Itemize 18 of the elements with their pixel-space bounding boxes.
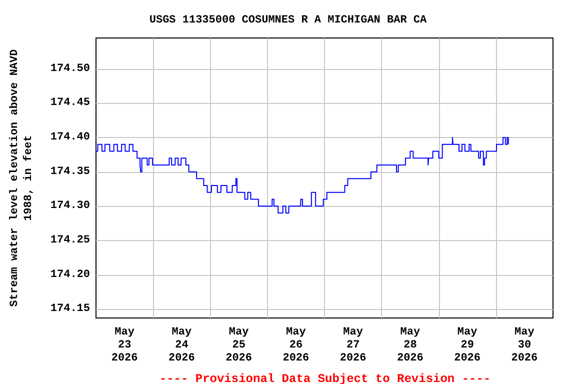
- y-tick-label: 174.50: [50, 62, 90, 75]
- x-tick-label: May 25 2026: [226, 326, 252, 364]
- y-tick-label: 174.15: [50, 303, 90, 316]
- chart-title: USGS 11335000 COSUMNES R A MICHIGAN BAR CA: [149, 14, 428, 26]
- x-tick-label: May 30 2026: [511, 326, 538, 364]
- x-tick-label: May 28 2026: [396, 326, 424, 364]
- y-tick-label: 174.20: [50, 268, 90, 281]
- x-tick-label: May 26 2026: [282, 326, 310, 364]
- y-tick-label: 174.25: [50, 234, 90, 246]
- y-tick-label: 174.45: [50, 97, 90, 110]
- y-tick-label: 174.30: [50, 200, 90, 212]
- x-tick-label: May 24 2026: [168, 326, 195, 364]
- x-tick-label: May 23 2026: [111, 326, 138, 364]
- x-tick-label: May 27 2026: [340, 326, 366, 364]
- y-tick-label: 174.35: [50, 166, 90, 178]
- x-tick-label: May 29 2026: [454, 326, 481, 364]
- y-tick-label: 174.40: [50, 132, 90, 144]
- y-axis-title: Stream water level elevation above NAVD 1988, in feet: [9, 48, 35, 307]
